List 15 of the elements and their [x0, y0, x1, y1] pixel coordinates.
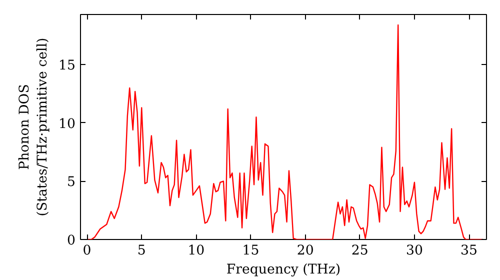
y-tick-label: 15: [58, 58, 76, 74]
line-series: [86, 24, 484, 240]
x-tick-label: 20: [296, 244, 314, 258]
x-tick-label: 15: [242, 244, 260, 258]
x-tick-label: 30: [406, 244, 423, 258]
x-tick-label: 35: [460, 244, 478, 258]
y-tick-label: 0: [67, 234, 76, 248]
y-axis-title: Phonon DOS (States/THz·primitive cell): [18, 38, 51, 216]
x-tick-label: 0: [82, 244, 92, 258]
x-tick-label: 10: [188, 244, 205, 258]
x-tick-label: 5: [137, 244, 146, 258]
x-tick-label: 25: [351, 244, 368, 258]
y-tick-label: 5: [67, 175, 76, 190]
x-axis-title: Frequency (THz): [226, 262, 341, 278]
y-tick-label: 10: [58, 116, 76, 132]
